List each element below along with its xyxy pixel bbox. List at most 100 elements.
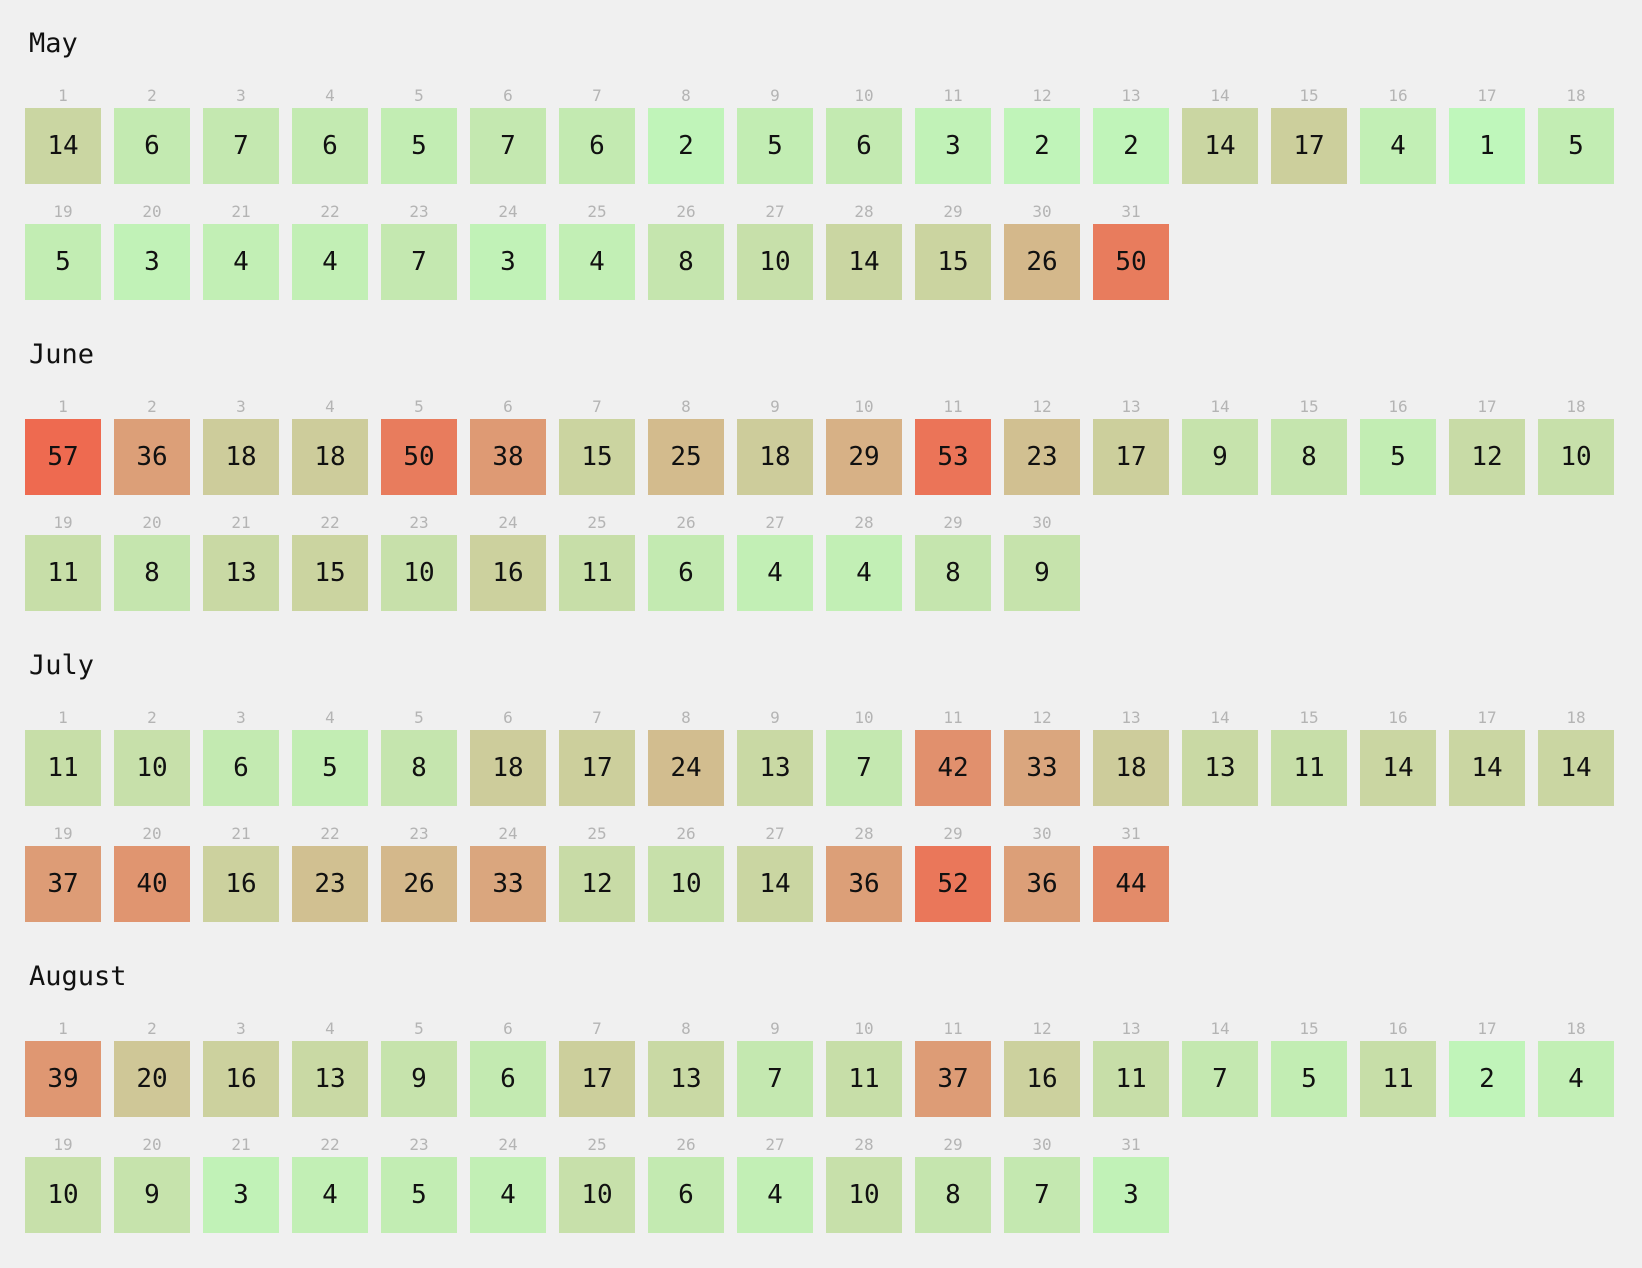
day-number-label: 6 (503, 397, 513, 416)
day-number-label: 30 (1032, 202, 1052, 221)
day-number-label: 25 (587, 513, 607, 532)
heatmap-cell: 13 (203, 535, 279, 611)
day-number-label: 7 (592, 1019, 602, 1038)
day-number-label: 15 (1299, 86, 1319, 105)
heatmap-cell: 3 (203, 1157, 279, 1233)
heatmap-cell: 3 (915, 108, 991, 184)
month-title-may: May (29, 28, 78, 59)
heatmap-cell: 3 (1093, 1157, 1169, 1233)
heatmap-cell: 4 (559, 224, 635, 300)
heatmap-cell: 8 (114, 535, 190, 611)
heatmap-cell: 6 (648, 535, 724, 611)
heatmap-cell: 18 (1093, 730, 1169, 806)
heatmap-cell: 9 (114, 1157, 190, 1233)
heatmap-cell: 10 (648, 846, 724, 922)
heatmap-cell: 7 (203, 108, 279, 184)
day-number-label: 15 (1299, 397, 1319, 416)
day-number-label: 7 (592, 708, 602, 727)
heatmap-cell: 16 (470, 535, 546, 611)
heatmap-cell: 23 (1004, 419, 1080, 495)
heatmap-cell: 7 (1004, 1157, 1080, 1233)
day-number-label: 12 (1032, 1019, 1052, 1038)
day-number-label: 25 (587, 824, 607, 843)
day-number-label: 11 (943, 86, 963, 105)
day-number-label: 4 (325, 1019, 335, 1038)
day-number-label: 5 (414, 397, 424, 416)
day-number-label: 23 (409, 513, 429, 532)
day-number-label: 22 (320, 824, 340, 843)
day-number-label: 12 (1032, 86, 1052, 105)
day-number-label: 17 (1477, 86, 1497, 105)
day-number-label: 23 (409, 202, 429, 221)
heatmap-cell: 8 (381, 730, 457, 806)
heatmap-cell: 6 (826, 108, 902, 184)
heatmap-cell: 37 (915, 1041, 991, 1117)
heatmap-cell: 57 (25, 419, 101, 495)
day-number-label: 22 (320, 1135, 340, 1154)
month-title-june: June (29, 339, 95, 370)
day-number-label: 6 (503, 86, 513, 105)
heatmap-cell: 24 (648, 730, 724, 806)
day-number-label: 30 (1032, 1135, 1052, 1154)
day-number-label: 28 (854, 1135, 874, 1154)
day-number-label: 19 (53, 513, 73, 532)
heatmap-cell: 5 (1360, 419, 1436, 495)
day-number-label: 27 (765, 1135, 785, 1154)
heatmap-cell: 6 (470, 1041, 546, 1117)
heatmap-cell: 4 (203, 224, 279, 300)
day-number-label: 10 (854, 708, 874, 727)
day-number-label: 14 (1210, 86, 1230, 105)
day-number-label: 15 (1299, 1019, 1319, 1038)
heatmap-cell: 53 (915, 419, 991, 495)
day-number-label: 3 (236, 708, 246, 727)
day-number-label: 5 (414, 708, 424, 727)
heatmap-cell: 14 (737, 846, 813, 922)
day-number-label: 8 (681, 397, 691, 416)
heatmap-cell: 11 (1271, 730, 1347, 806)
heatmap-cell: 52 (915, 846, 991, 922)
heatmap-cell: 5 (381, 1157, 457, 1233)
day-number-label: 11 (943, 1019, 963, 1038)
heatmap-cell: 10 (559, 1157, 635, 1233)
heatmap-cell: 2 (1004, 108, 1080, 184)
day-number-label: 11 (943, 397, 963, 416)
day-number-label: 19 (53, 824, 73, 843)
day-number-label: 26 (676, 824, 696, 843)
day-number-label: 9 (770, 1019, 780, 1038)
heatmap-cell: 11 (1093, 1041, 1169, 1117)
heatmap-cell: 10 (25, 1157, 101, 1233)
day-number-label: 24 (498, 824, 518, 843)
day-number-label: 30 (1032, 513, 1052, 532)
heatmap-cell: 15 (915, 224, 991, 300)
day-number-label: 20 (142, 202, 162, 221)
day-number-label: 24 (498, 1135, 518, 1154)
heatmap-cell: 17 (559, 1041, 635, 1117)
heatmap-cell: 5 (737, 108, 813, 184)
day-number-label: 13 (1121, 708, 1141, 727)
day-number-label: 28 (854, 202, 874, 221)
day-number-label: 3 (236, 1019, 246, 1038)
month-title-july: July (29, 650, 95, 681)
heatmap-cell: 23 (292, 846, 368, 922)
heatmap-cell: 14 (826, 224, 902, 300)
heatmap-cell: 25 (648, 419, 724, 495)
heatmap-cell: 15 (292, 535, 368, 611)
heatmap-cell: 26 (1004, 224, 1080, 300)
day-number-label: 1 (58, 708, 68, 727)
day-number-label: 13 (1121, 397, 1141, 416)
heatmap-cell: 7 (381, 224, 457, 300)
heatmap-cell: 6 (114, 108, 190, 184)
heatmap-cell: 11 (559, 535, 635, 611)
heatmap-cell: 8 (1271, 419, 1347, 495)
day-number-label: 5 (414, 1019, 424, 1038)
heatmap-cell: 13 (1182, 730, 1258, 806)
day-number-label: 6 (503, 708, 513, 727)
heatmap-cell: 5 (381, 108, 457, 184)
heatmap-cell: 10 (381, 535, 457, 611)
heatmap-cell: 26 (381, 846, 457, 922)
heatmap-cell: 33 (1004, 730, 1080, 806)
heatmap-cell: 1 (1449, 108, 1525, 184)
heatmap-cell: 6 (203, 730, 279, 806)
heatmap-cell: 6 (648, 1157, 724, 1233)
heatmap-cell: 11 (25, 730, 101, 806)
